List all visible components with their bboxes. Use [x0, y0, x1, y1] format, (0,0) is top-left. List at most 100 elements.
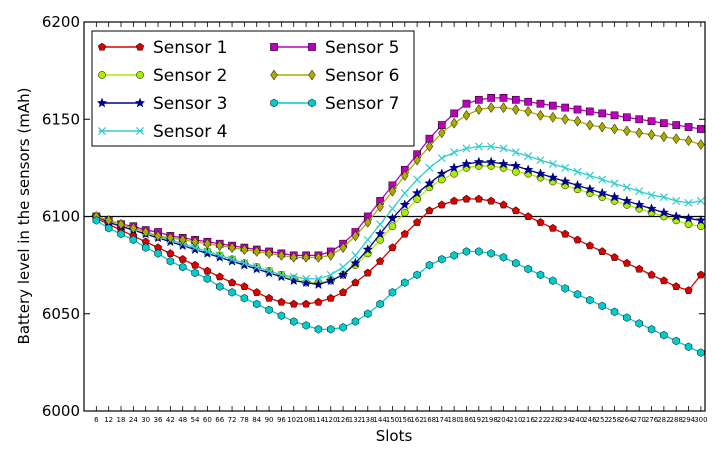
legend-marker	[98, 71, 106, 79]
data-point	[572, 179, 583, 190]
legend-marker	[270, 43, 278, 51]
data-point	[351, 317, 360, 326]
data-point	[697, 348, 705, 357]
data-point	[277, 297, 286, 306]
x-tick-label: 144	[373, 416, 387, 424]
data-point	[548, 159, 557, 169]
data-point	[438, 255, 446, 264]
legend-marker	[134, 97, 146, 108]
data-point	[549, 276, 557, 285]
data-point	[166, 249, 175, 257]
data-point	[413, 154, 421, 166]
data-point	[635, 115, 644, 124]
data-point	[684, 123, 693, 131]
data-point	[647, 191, 656, 200]
data-point	[117, 229, 125, 239]
data-point	[203, 247, 212, 256]
data-point	[178, 262, 187, 272]
data-point	[487, 142, 496, 151]
data-point	[141, 226, 150, 238]
x-tick-label: 222	[534, 416, 547, 424]
legend-marker	[97, 126, 107, 136]
data-point	[487, 196, 496, 205]
data-point	[660, 131, 668, 143]
data-point	[561, 229, 570, 238]
data-point	[598, 121, 606, 133]
data-point	[350, 257, 361, 268]
legend-label: Sensor 4	[153, 122, 228, 142]
data-point	[400, 229, 409, 238]
x-axis-label: Slots	[376, 427, 413, 445]
data-point	[585, 171, 594, 180]
data-point	[672, 336, 680, 346]
data-point	[253, 246, 261, 257]
data-point	[437, 200, 446, 209]
data-point	[510, 160, 522, 171]
data-point	[351, 278, 360, 287]
data-point	[561, 103, 570, 112]
x-tick-label: 30	[141, 416, 150, 424]
data-point	[573, 290, 582, 299]
data-point	[166, 232, 175, 244]
legend-marker	[270, 69, 278, 81]
data-point	[425, 260, 434, 270]
legend-marker	[308, 69, 316, 81]
data-point	[154, 230, 162, 242]
data-point	[647, 270, 656, 279]
data-point	[216, 282, 224, 291]
data-point	[474, 95, 483, 104]
data-point	[684, 135, 693, 147]
data-point	[326, 270, 335, 279]
data-point	[684, 342, 693, 352]
data-point	[351, 251, 360, 260]
data-point	[327, 325, 335, 334]
x-tick-label: 66	[215, 416, 224, 424]
legend-marker	[308, 98, 316, 108]
data-point	[487, 102, 495, 114]
data-point	[325, 275, 337, 286]
data-point	[524, 264, 532, 274]
data-point	[695, 214, 707, 225]
data-point	[388, 204, 397, 213]
y-tick-label: 6000	[42, 402, 80, 420]
data-point	[388, 222, 397, 231]
legend-item: Sensor 7	[270, 94, 400, 114]
data-point	[388, 243, 397, 252]
legend-label: Sensor 2	[153, 66, 228, 86]
data-point	[683, 212, 694, 223]
x-tick-label: 108	[299, 416, 312, 424]
data-point	[92, 216, 101, 225]
data-point	[659, 276, 668, 285]
data-point	[621, 195, 633, 206]
data-point	[400, 208, 409, 217]
data-point	[240, 282, 249, 291]
x-tick-label: 210	[509, 416, 522, 424]
legend-label: Sensor 3	[153, 94, 228, 114]
data-point	[598, 247, 607, 255]
legend-item: Sensor 5	[270, 38, 400, 58]
data-point	[362, 244, 374, 255]
x-tick-label: 204	[497, 416, 511, 424]
x-tick-label: 252	[595, 416, 608, 424]
x-tick-label: 102	[287, 416, 300, 424]
data-point	[129, 235, 138, 245]
legend-label: Sensor 7	[325, 94, 400, 114]
x-tick-label: 78	[240, 416, 249, 424]
data-point	[203, 266, 212, 275]
data-point	[524, 152, 533, 161]
data-point	[659, 193, 668, 202]
data-point	[265, 248, 273, 259]
data-point	[596, 187, 608, 198]
data-point	[635, 187, 644, 196]
x-tick-label: 216	[521, 416, 535, 424]
data-point	[622, 258, 631, 267]
data-point	[697, 139, 705, 150]
data-point	[302, 274, 311, 283]
x-tick-label: 60	[203, 416, 212, 424]
data-point	[448, 162, 460, 173]
data-point	[376, 201, 384, 213]
y-axis-label: Battery level in the sensors (mAh)	[15, 88, 33, 345]
data-point	[573, 235, 582, 244]
data-point	[413, 175, 422, 184]
data-point	[672, 121, 681, 129]
